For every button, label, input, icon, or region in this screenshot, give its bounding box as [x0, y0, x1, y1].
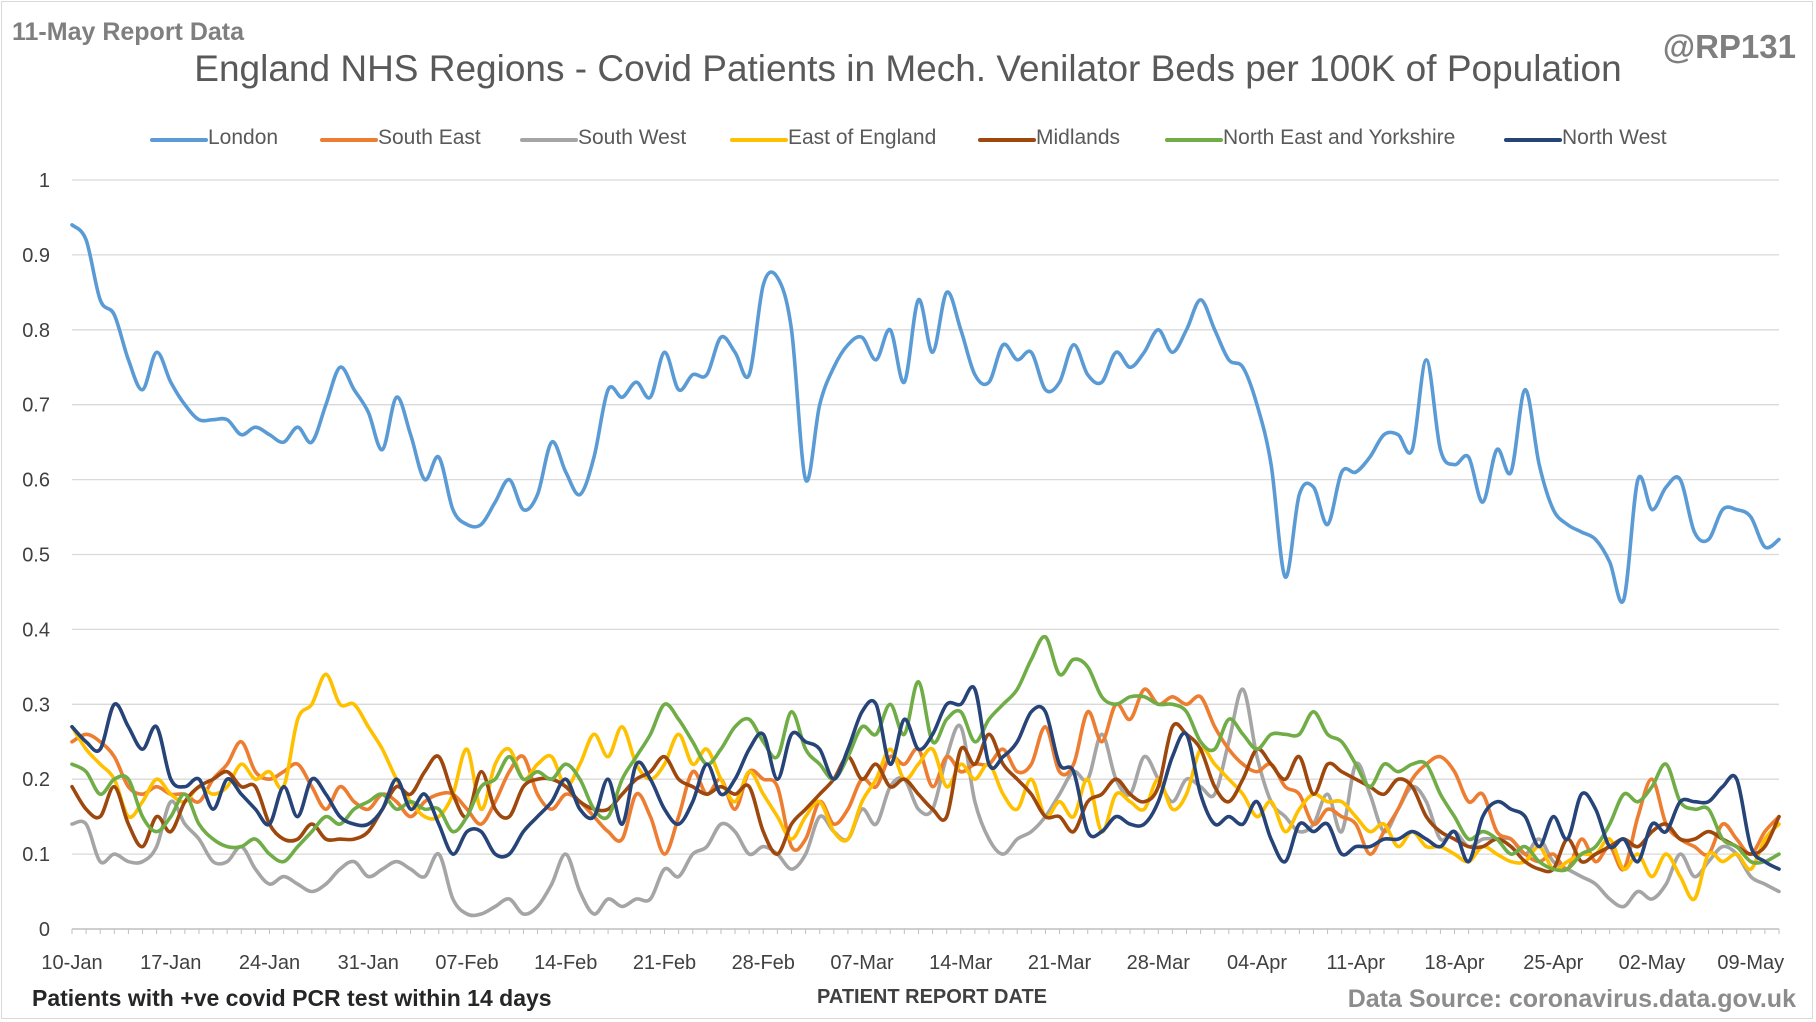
- y-tick-label: 1: [39, 170, 50, 192]
- x-tick-label: 24-Jan: [239, 952, 300, 974]
- series-line-london: [70, 223, 1781, 604]
- x-tick-label: 11-Apr: [1327, 952, 1386, 974]
- x-tick-label: 18-Apr: [1425, 952, 1485, 974]
- x-tick-label: 02-May: [1619, 952, 1686, 974]
- x-axis-title: PATIENT REPORT DATE: [817, 986, 1047, 1008]
- x-tick-label: 14-Feb: [534, 952, 597, 974]
- legend-swatch: [520, 138, 578, 142]
- x-tick-label: 31-Jan: [338, 952, 399, 974]
- legend-swatch: [1504, 138, 1562, 142]
- y-tick-label: 0.2: [22, 769, 50, 791]
- x-tick-label: 17-Jan: [140, 952, 201, 974]
- legend-swatch: [150, 138, 208, 142]
- legend-swatch: [978, 138, 1036, 142]
- legend-label: Midlands: [1036, 126, 1121, 149]
- x-tick-label: 09-May: [1717, 952, 1784, 974]
- series-line-south-east: [70, 687, 1781, 872]
- footnote: Patients with +ve covid PCR test within …: [32, 985, 552, 1011]
- x-tick-label: 21-Feb: [633, 952, 696, 974]
- series-line-north-west: [70, 685, 1781, 871]
- x-tick-label: 28-Mar: [1127, 952, 1191, 974]
- legend-label: London: [208, 126, 279, 149]
- x-tick-label: 07-Mar: [830, 952, 894, 974]
- y-tick-label: 0.3: [22, 694, 50, 716]
- y-tick-label: 0.7: [22, 395, 50, 417]
- x-tick-label: 10-Jan: [41, 952, 102, 974]
- chart-title: England NHS Regions - Covid Patients in …: [194, 48, 1622, 89]
- x-tick-label: 25-Apr: [1523, 952, 1583, 974]
- legend-swatch: [320, 138, 378, 142]
- y-tick-label: 0.1: [22, 844, 50, 866]
- legend-swatch: [1165, 138, 1223, 142]
- y-tick-label: 0.6: [22, 470, 50, 492]
- y-tick-label: 0: [39, 919, 50, 941]
- chart-legend: London South East South West East of Englan…: [0, 124, 1816, 154]
- author-handle: @RP131: [1662, 28, 1796, 65]
- series-line-north-east-and-yorkshire: [70, 634, 1781, 873]
- series-lines: [70, 223, 1781, 918]
- x-tick-label: 21-Mar: [1028, 952, 1092, 974]
- x-tick-label: 14-Mar: [929, 952, 993, 974]
- legend-swatch: [730, 138, 788, 142]
- x-tick-label: 07-Feb: [435, 952, 498, 974]
- legend-label: North East and Yorkshire: [1223, 126, 1456, 149]
- axes: 0 0.1 0.2 0.3 0.4 0.5 0.6 0.7 0.8 0.9 1 10-Jan 17-Ja…: [22, 170, 1784, 974]
- report-date-label: 11-May Report Data: [12, 18, 245, 46]
- legend-label: North West: [1562, 126, 1667, 149]
- y-tick-label: 0.5: [22, 545, 50, 567]
- data-source: Data Source: coronavirus.data.gov.uk: [1347, 985, 1796, 1013]
- x-tick-label: 04-Apr: [1227, 952, 1287, 974]
- legend-label: South East: [378, 126, 481, 149]
- y-tick-label: 0.4: [22, 619, 50, 641]
- x-tick-label: 28-Feb: [732, 952, 795, 974]
- y-tick-label: 0.9: [22, 245, 50, 267]
- y-tick-label: 0.8: [22, 320, 50, 342]
- legend-label: East of England: [788, 126, 937, 149]
- series-line-east-of-england: [70, 672, 1781, 902]
- legend-label: South West: [578, 126, 687, 149]
